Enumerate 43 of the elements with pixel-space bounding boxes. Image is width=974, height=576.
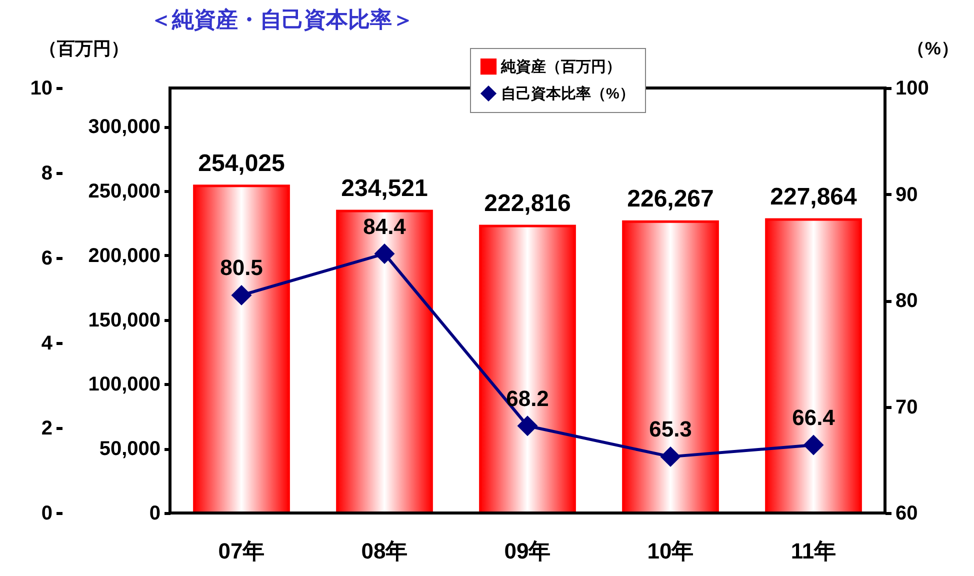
data-label: 84.4 xyxy=(363,214,407,239)
point xyxy=(517,416,538,436)
y3-tick-label: 4 xyxy=(41,332,54,354)
y3-tick-label: 6 xyxy=(41,248,52,270)
y-tick-label: 100,000 xyxy=(88,374,160,396)
y-tick-label: 150,000 xyxy=(88,309,160,332)
y2-tick-label: 90 xyxy=(896,184,918,206)
y-tick-label: 0 xyxy=(149,502,160,524)
y3-tick-label: 2 xyxy=(41,418,52,440)
point xyxy=(803,434,824,456)
y2-tick-label: 100 xyxy=(896,78,929,100)
data-label: 234,521 xyxy=(341,174,428,202)
y-tick-label: 250,000 xyxy=(88,180,160,203)
data-label: 222,816 xyxy=(484,190,571,218)
y2-axis-title: （%） xyxy=(906,38,959,58)
data-label: 65.3 xyxy=(649,416,692,442)
y3-tick-label: 0 xyxy=(41,502,52,524)
data-label: 227,864 xyxy=(770,184,858,211)
x-tick-label: 10年 xyxy=(647,538,694,564)
x-tick-label: 08年 xyxy=(361,538,408,564)
data-label: 80.5 xyxy=(220,255,263,280)
point xyxy=(660,446,681,467)
point xyxy=(231,284,252,306)
x-tick-label: 09年 xyxy=(504,538,551,564)
y3-tick-label: 8 xyxy=(41,162,52,184)
x-tick-label: 11年 xyxy=(790,538,836,564)
y2-tick-label: 60 xyxy=(896,502,918,524)
y-tick-label: 200,000 xyxy=(88,244,160,267)
data-label: 66.4 xyxy=(792,405,836,430)
data-label: 68.2 xyxy=(506,386,549,411)
legend-label: 純資産（百万円） xyxy=(500,58,621,76)
legend-label: 自己資本比率（%） xyxy=(501,84,634,102)
y2-tick-label: 80 xyxy=(896,290,918,312)
y-axis-title: （百万円） xyxy=(39,38,130,58)
y-tick-label: 50,000 xyxy=(99,438,160,460)
point xyxy=(374,244,395,264)
data-label: 254,025 xyxy=(198,150,285,177)
y2-tick-label: 70 xyxy=(896,396,918,418)
data-label: 226,267 xyxy=(627,186,714,213)
chart-title: ＜純資産・自己資本比率＞ xyxy=(150,7,414,32)
x-tick-label: 07年 xyxy=(218,538,265,564)
y3-tick-label: 10 xyxy=(30,78,52,100)
y-tick-label: 300,000 xyxy=(88,116,160,138)
